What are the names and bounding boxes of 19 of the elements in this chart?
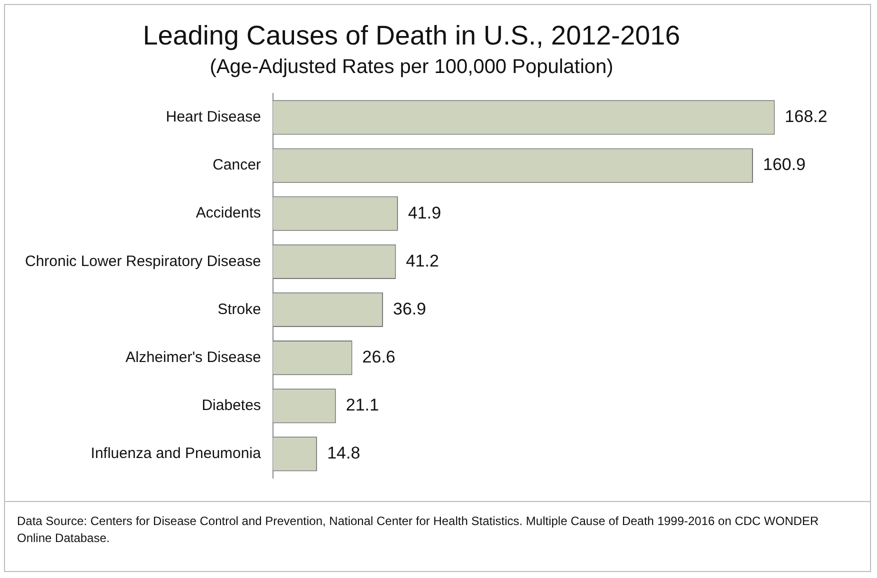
y-tick-label: Accidents	[196, 204, 261, 222]
source-note: Data Source: Centers for Disease Control and Prevention, National Center for Health Statistics. Multiple Cause of Death 1999-2016 on CDC WONDER Online Database.	[17, 513, 820, 547]
data-label: 41.9	[408, 203, 442, 222]
data-label: 26.6	[362, 348, 396, 366]
y-tick-label: Cancer	[212, 156, 261, 174]
y-tick-label: Chronic Lower Respiratory Disease	[24, 252, 261, 270]
y-tick-label: Stroke	[218, 300, 261, 318]
data-label: 36.9	[393, 299, 426, 318]
data-label: 41.2	[406, 251, 439, 270]
y-tick-label: Diabetes	[202, 397, 261, 414]
chart-subtitle: (Age-Adjusted Rates per 100,000 Population)	[210, 56, 614, 78]
data-label: 160.9	[763, 155, 806, 174]
y-tick-label: Alzheimer's Disease	[126, 348, 261, 366]
data-label: 14.8	[327, 444, 360, 463]
y-tick-label: Influenza and Pneumonia	[90, 445, 262, 462]
chart-title: Leading Causes of Death in U.S., 2012-2016	[142, 20, 680, 51]
data-label: 168.2	[784, 107, 828, 126]
data-label: 21.1	[346, 396, 379, 415]
y-tick-label: Heart Disease	[166, 108, 261, 126]
